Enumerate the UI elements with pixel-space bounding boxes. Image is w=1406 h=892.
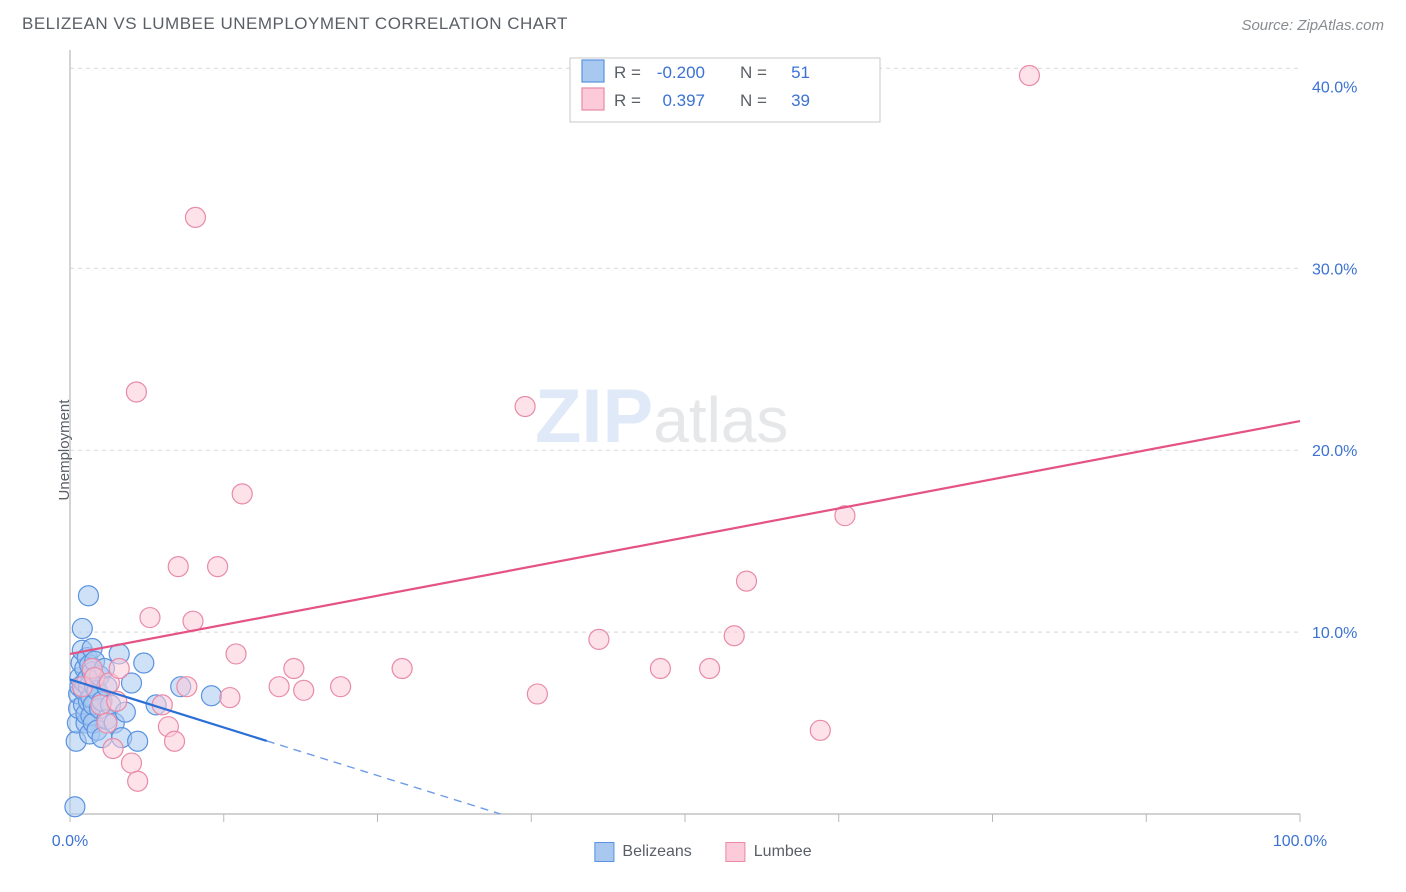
svg-text:N =: N = [740,91,767,110]
svg-text:R =: R = [614,63,641,82]
legend-label: Lumbee [754,843,812,861]
data-point [122,753,142,773]
stats-swatch [582,60,604,82]
data-point [515,397,535,417]
stats-swatch [582,88,604,110]
legend-item-belizeans: Belizeans [594,842,691,862]
data-point [1019,65,1039,85]
data-point [152,695,172,715]
chart-title: BELIZEAN VS LUMBEE UNEMPLOYMENT CORRELAT… [22,14,568,34]
data-point [201,686,221,706]
data-point [177,677,197,697]
data-point [65,797,85,817]
data-point [392,658,412,678]
legend-item-lumbee: Lumbee [726,842,812,862]
data-point [331,677,351,697]
trendline-belizeans-dash [267,741,501,814]
legend-swatch-blue [594,842,614,862]
svg-text:ZIPatlas: ZIPatlas [535,374,788,459]
scatter-plot: 0.0% 100.0% 10.0% 20.0% 30.0% 40.0% ZIPatlas R … [22,40,1384,860]
data-point [294,680,314,700]
svg-text:100.0%: 100.0% [1273,833,1327,850]
svg-text:R =: R = [614,91,641,110]
trendline-lumbee [70,421,1300,654]
data-point [284,658,304,678]
data-point [527,684,547,704]
data-point [208,557,228,577]
svg-text:30.0%: 30.0% [1312,261,1357,278]
chart-area: Unemployment 0.0% 100.0% 10.0% 20.0% 30.0% 40… [22,40,1384,860]
chart-source: Source: ZipAtlas.com [1241,17,1384,34]
data-point [700,658,720,678]
data-point [165,731,185,751]
data-point [78,586,98,606]
svg-text:20.0%: 20.0% [1312,443,1357,460]
svg-text:51: 51 [791,63,810,82]
svg-text:10.0%: 10.0% [1312,625,1357,642]
y-axis-label: Unemployment [56,400,73,501]
data-point [128,771,148,791]
svg-text:40.0%: 40.0% [1312,79,1357,96]
data-point [737,571,757,591]
data-point [810,720,830,740]
data-point [232,484,252,504]
data-point [724,626,744,646]
legend: Belizeans Lumbee [594,842,811,862]
data-point [97,713,117,733]
data-point [226,644,246,664]
data-point [103,739,123,759]
legend-label: Belizeans [622,843,691,861]
data-point [140,608,160,628]
data-point [72,618,92,638]
chart-header: BELIZEAN VS LUMBEE UNEMPLOYMENT CORRELAT… [0,0,1406,40]
legend-swatch-pink [726,842,746,862]
data-point [185,207,205,227]
svg-text:39: 39 [791,91,810,110]
data-point [128,731,148,751]
svg-text:-0.200: -0.200 [657,63,705,82]
data-point [134,653,154,673]
data-point [126,382,146,402]
svg-text:0.0%: 0.0% [52,833,88,850]
data-point [109,658,129,678]
data-point [269,677,289,697]
svg-text:0.397: 0.397 [662,91,705,110]
data-point [589,629,609,649]
data-point [650,658,670,678]
data-point [168,557,188,577]
svg-text:N =: N = [740,63,767,82]
data-point [183,611,203,631]
data-point [220,688,240,708]
